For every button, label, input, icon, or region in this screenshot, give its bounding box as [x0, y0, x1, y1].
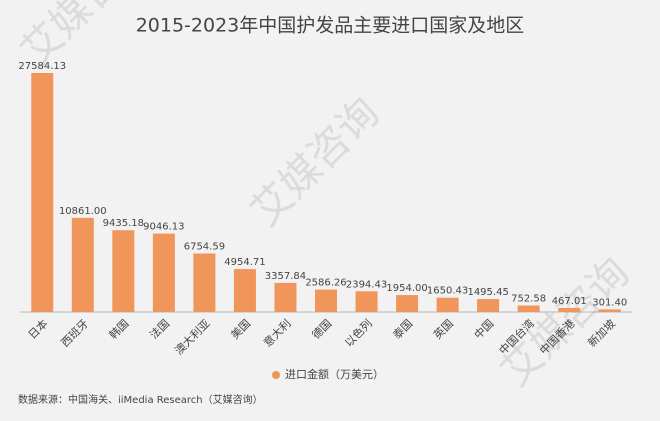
bar: [396, 295, 419, 312]
chart-title: 2015-2023年中国护发品主要进口国家及地区: [136, 15, 525, 37]
bar: [355, 291, 378, 312]
source: 数据来源：中国海关、iiMedia Research（艾媒咨询）: [18, 393, 263, 406]
value-label: 6754.59: [184, 241, 225, 252]
value-label: 1650.43: [427, 286, 468, 297]
bar: [558, 307, 581, 312]
value-label: 301.40: [592, 297, 627, 308]
bar: [71, 217, 94, 312]
value-label: 27584.13: [18, 61, 66, 72]
bar: [274, 282, 297, 312]
value-label: 467.01: [552, 296, 587, 307]
value-label: 2586.26: [305, 278, 346, 289]
value-label: 2394.43: [346, 279, 387, 290]
value-label: 9435.18: [103, 218, 144, 229]
bar: [193, 253, 216, 312]
value-label: 1954.00: [386, 283, 427, 294]
bar: [517, 305, 540, 312]
legend-label: 进口金额（万美元）: [285, 367, 384, 381]
bar: [436, 297, 459, 312]
value-label: 9046.13: [143, 222, 184, 233]
value-label: 4954.71: [224, 257, 265, 268]
bar: [233, 269, 256, 312]
value-label: 752.58: [511, 293, 546, 304]
value-label: 3357.84: [265, 271, 306, 282]
bar: [31, 73, 54, 312]
bar: [598, 309, 621, 312]
bar: [152, 233, 175, 312]
bar: [112, 230, 135, 312]
value-label: 1495.45: [467, 287, 508, 298]
bar: [315, 289, 337, 312]
bar: [477, 299, 500, 312]
legend-swatch: [272, 371, 280, 379]
value-label: 10861.00: [59, 206, 107, 217]
